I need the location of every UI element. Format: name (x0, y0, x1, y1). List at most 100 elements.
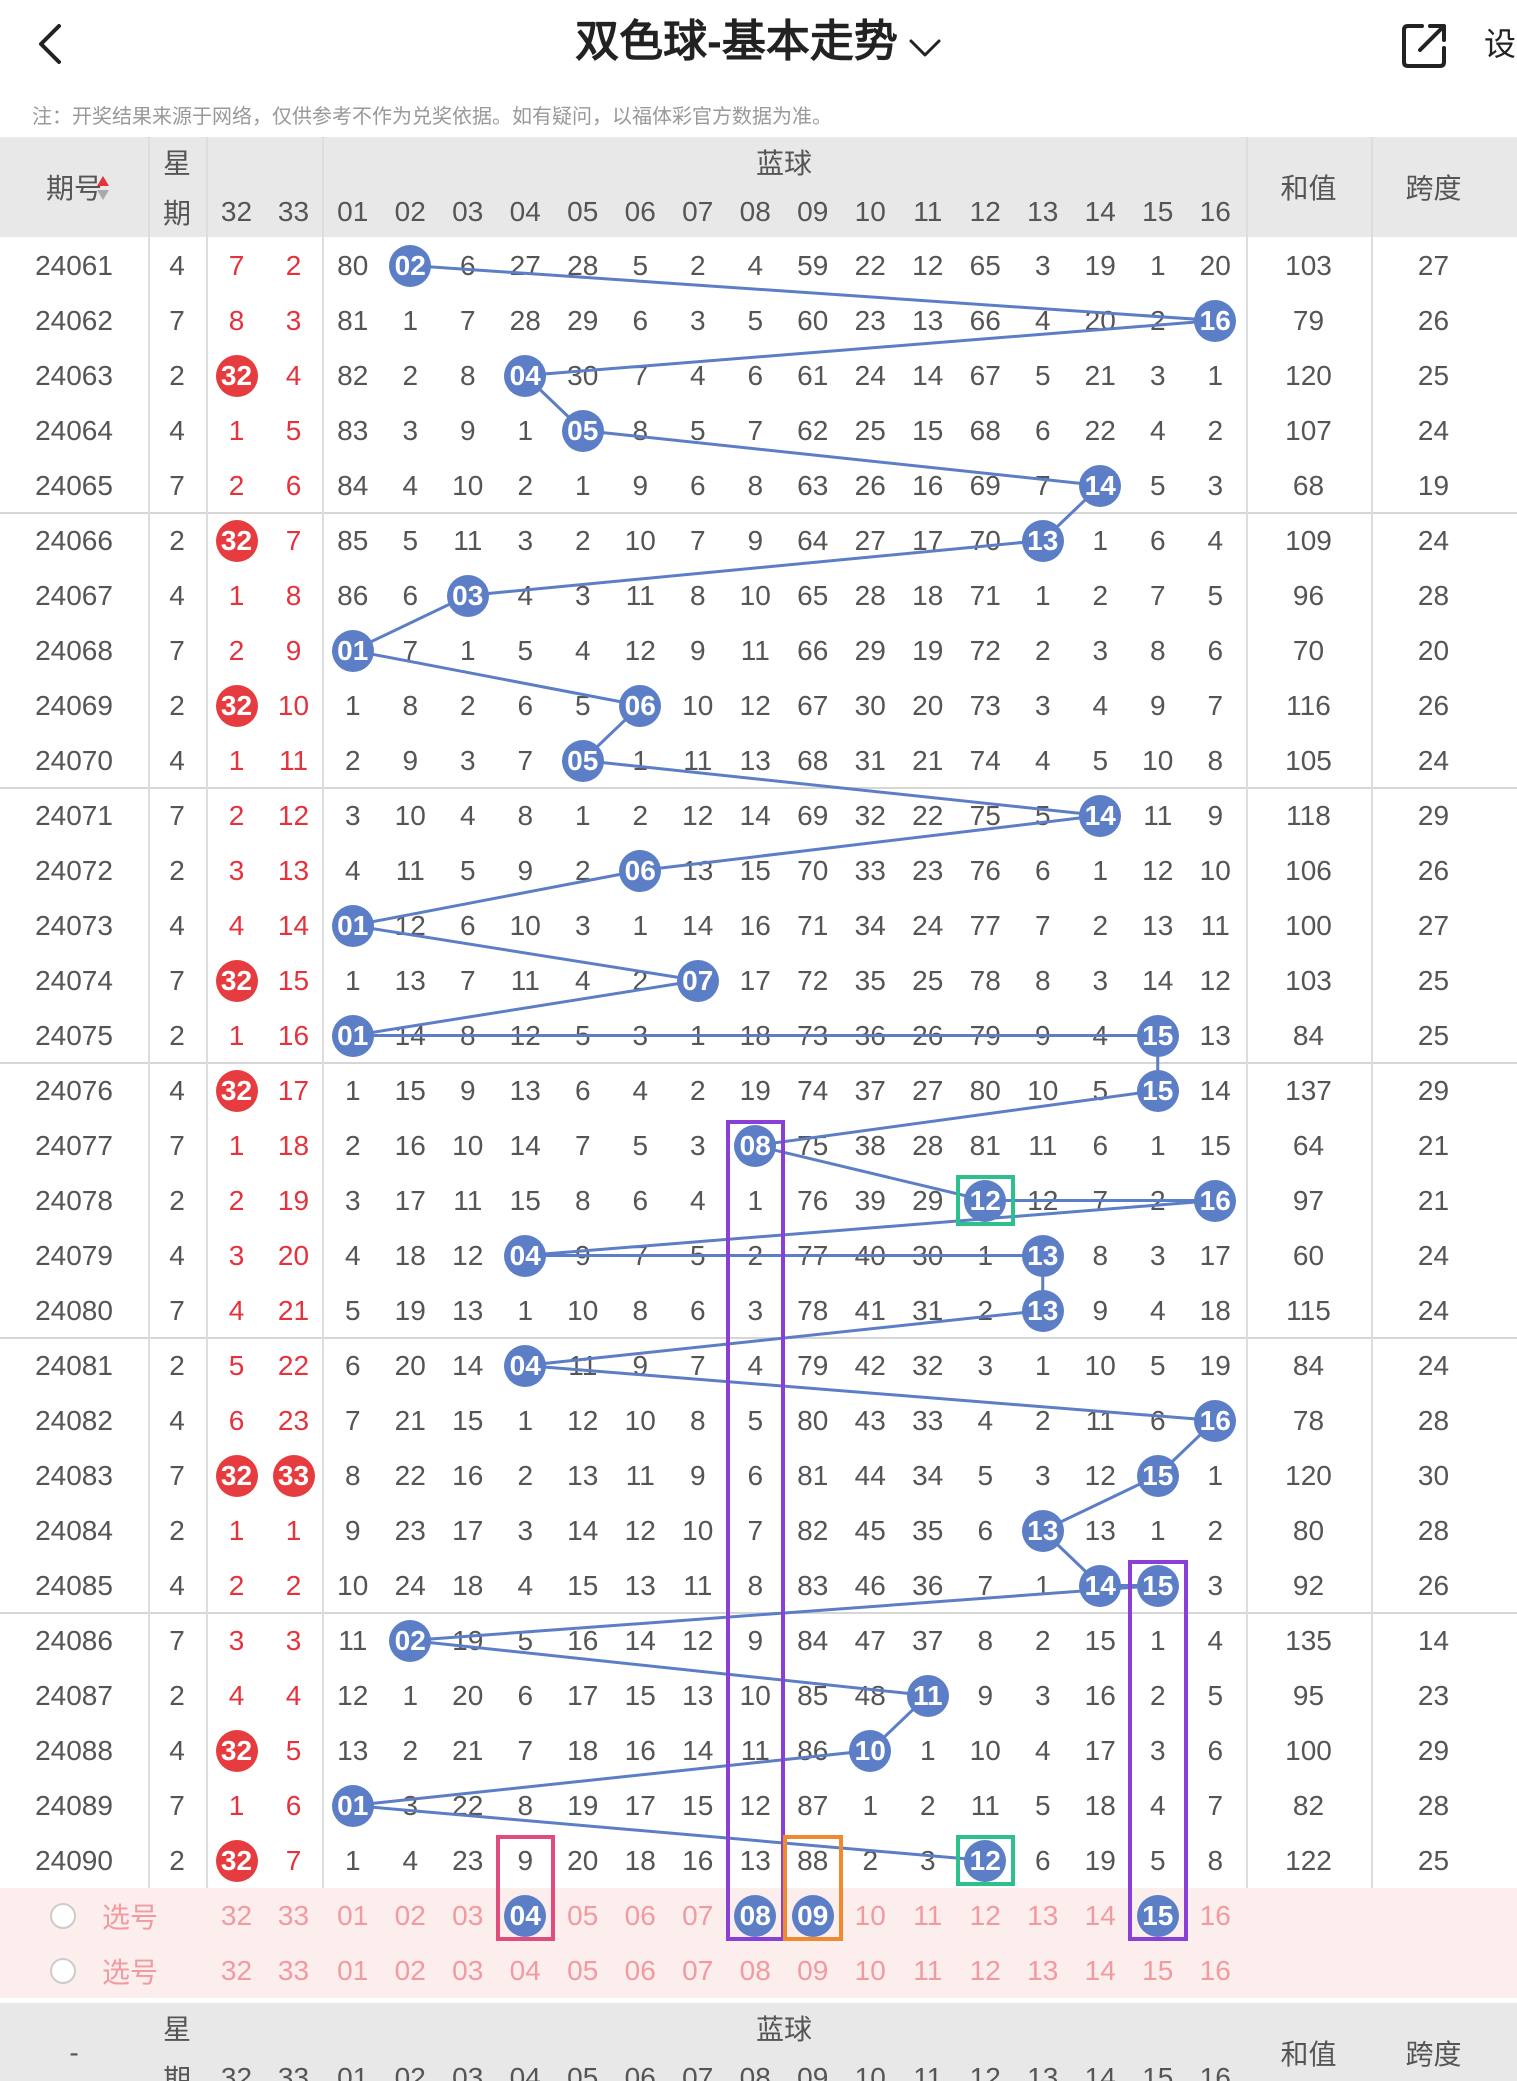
top-header-period[interactable]: 期号 (0, 137, 148, 237)
pick-blue-12[interactable]: 12 (969, 1954, 1001, 1986)
pick-blue-05[interactable]: 05 (567, 1954, 599, 1986)
sum-cell: 84 (1292, 1349, 1325, 1381)
pick-blue-02[interactable]: 02 (394, 1954, 426, 1986)
blue-miss-cell: 28 (509, 304, 541, 336)
blue-miss-cell: 12 (739, 689, 771, 721)
blue-miss-cell: 28 (854, 579, 886, 611)
highlight-box-pink-04 (495, 1835, 555, 1941)
blue-miss-cell: 68 (797, 744, 829, 776)
pick-blue-16[interactable]: 16 (1199, 1899, 1231, 1931)
blue-miss-cell: 7 (1034, 909, 1051, 941)
picked-blue-ball[interactable]: 08 (734, 1894, 777, 1937)
select-radio[interactable] (50, 1958, 76, 1984)
blue-miss-cell: 2 (574, 854, 591, 886)
red-miss-cell: 21 (277, 1294, 310, 1326)
footer-header-period[interactable]: - (0, 2003, 148, 2081)
pick-blue-08[interactable]: 08 (739, 1954, 771, 1986)
picked-blue-ball[interactable]: 04 (504, 1894, 547, 1937)
pick-blue-11[interactable]: 11 (913, 1954, 943, 1986)
highlight-box-green-12b (955, 1835, 1015, 1886)
pick-red-32[interactable]: 32 (220, 1954, 253, 1986)
pick-blue-15[interactable]: 15 (1142, 1954, 1174, 1986)
pick-blue-10[interactable]: 10 (854, 1954, 886, 1986)
pick-blue-13[interactable]: 13 (1027, 1899, 1059, 1931)
pick-blue-06[interactable]: 06 (624, 1954, 656, 1986)
blue-miss-cell: 5 (1034, 1789, 1051, 1821)
footer-header-blue-title: 蓝球 (324, 2003, 1244, 2053)
pick-blue-11[interactable]: 11 (913, 1899, 943, 1931)
footer-header-blue-col-16: 16 (1186, 2053, 1244, 2081)
pick-blue-12[interactable]: 12 (969, 1899, 1001, 1931)
blue-miss-cell: 17 (1199, 1239, 1231, 1271)
blue-miss-cell: 21 (452, 1734, 484, 1766)
blue-miss-cell: 1 (344, 1074, 361, 1106)
sum-cell: 135 (1285, 1624, 1332, 1656)
blue-miss-cell: 11 (625, 1459, 655, 1491)
blue-miss-cell: 5 (1092, 1074, 1109, 1106)
blue-miss-cell: 65 (969, 249, 1001, 281)
pick-blue-02[interactable]: 02 (394, 1899, 426, 1931)
blue-miss-cell: 12 (1084, 1459, 1116, 1491)
blue-miss-cell: 6 (1207, 634, 1224, 666)
settings-button[interactable]: 设 (1484, 26, 1517, 62)
blue-miss-cell: 5 (402, 524, 419, 556)
blue-miss-cell: 8 (1034, 964, 1051, 996)
blue-miss-cell: 27 (854, 524, 886, 556)
pick-blue-14[interactable]: 14 (1084, 1954, 1116, 1986)
pick-blue-10[interactable]: 10 (854, 1899, 886, 1931)
pick-blue-03[interactable]: 03 (452, 1954, 484, 1986)
blue-miss-cell: 12 (624, 1514, 656, 1546)
picked-blue-ball[interactable]: 09 (791, 1894, 834, 1937)
blue-miss-cell: 7 (574, 1129, 591, 1161)
sort-icon[interactable] (96, 175, 110, 201)
sum-cell: 78 (1292, 1404, 1325, 1436)
red-miss-cell: 1 (228, 1789, 245, 1821)
back-icon[interactable] (22, 16, 78, 72)
blue-miss-cell: 5 (574, 1019, 591, 1051)
blue-miss-cell: 9 (632, 469, 649, 501)
blue-miss-cell: 15 (624, 1679, 656, 1711)
blue-miss-cell: 9 (574, 1239, 591, 1271)
pick-blue-13[interactable]: 13 (1027, 1954, 1059, 1986)
pick-blue-14[interactable]: 14 (1084, 1899, 1116, 1931)
pick-blue-16[interactable]: 16 (1199, 1954, 1231, 1986)
pick-red-32[interactable]: 32 (220, 1899, 253, 1931)
blue-miss-cell: 2 (344, 744, 361, 776)
select-label[interactable]: 选号 (101, 1956, 158, 1988)
red-miss-cell: 1 (228, 414, 245, 446)
footer-header-blue-col-06: 06 (611, 2053, 669, 2081)
blue-miss-cell: 14 (682, 909, 714, 941)
pick-blue-04[interactable]: 04 (509, 1954, 541, 1986)
blue-miss-cell: 9 (1207, 799, 1224, 831)
pick-blue-01[interactable]: 01 (337, 1899, 369, 1931)
blue-miss-cell: 12 (912, 249, 944, 281)
blue-miss-cell: 18 (394, 1239, 426, 1271)
select-radio[interactable] (50, 1903, 76, 1929)
picked-blue-ball[interactable]: 15 (1136, 1894, 1179, 1937)
select-label[interactable]: 选号 (101, 1901, 158, 1933)
title-dropdown[interactable]: 双色球-基本走势 (0, 12, 1517, 74)
pick-blue-06[interactable]: 06 (624, 1899, 656, 1931)
blue-miss-cell: 74 (797, 1074, 829, 1106)
blue-miss-cell: 86 (337, 579, 369, 611)
blue-miss-cell: 14 (1199, 1074, 1231, 1106)
pick-blue-05[interactable]: 05 (567, 1899, 599, 1931)
pick-red-33[interactable]: 33 (277, 1954, 310, 1986)
footer-header-blue-col-03: 03 (439, 2053, 497, 2081)
blue-miss-cell: 10 (624, 524, 656, 556)
blue-miss-cell: 12 (1142, 854, 1174, 886)
pick-blue-03[interactable]: 03 (452, 1899, 484, 1931)
share-icon[interactable] (1398, 18, 1452, 72)
pick-red-33[interactable]: 33 (277, 1899, 310, 1931)
blue-miss-cell: 10 (567, 1294, 599, 1326)
pick-blue-09[interactable]: 09 (797, 1954, 829, 1986)
pick-blue-07[interactable]: 07 (682, 1899, 714, 1931)
pick-blue-07[interactable]: 07 (682, 1954, 714, 1986)
blue-miss-cell: 7 (632, 1239, 649, 1271)
blue-miss-cell: 68 (969, 414, 1001, 446)
blue-miss-cell: 70 (969, 524, 1001, 556)
blue-miss-cell: 1 (1092, 524, 1109, 556)
blue-miss-cell: 59 (797, 249, 829, 281)
week-cell: 2 (169, 359, 185, 391)
pick-blue-01[interactable]: 01 (337, 1954, 369, 1986)
